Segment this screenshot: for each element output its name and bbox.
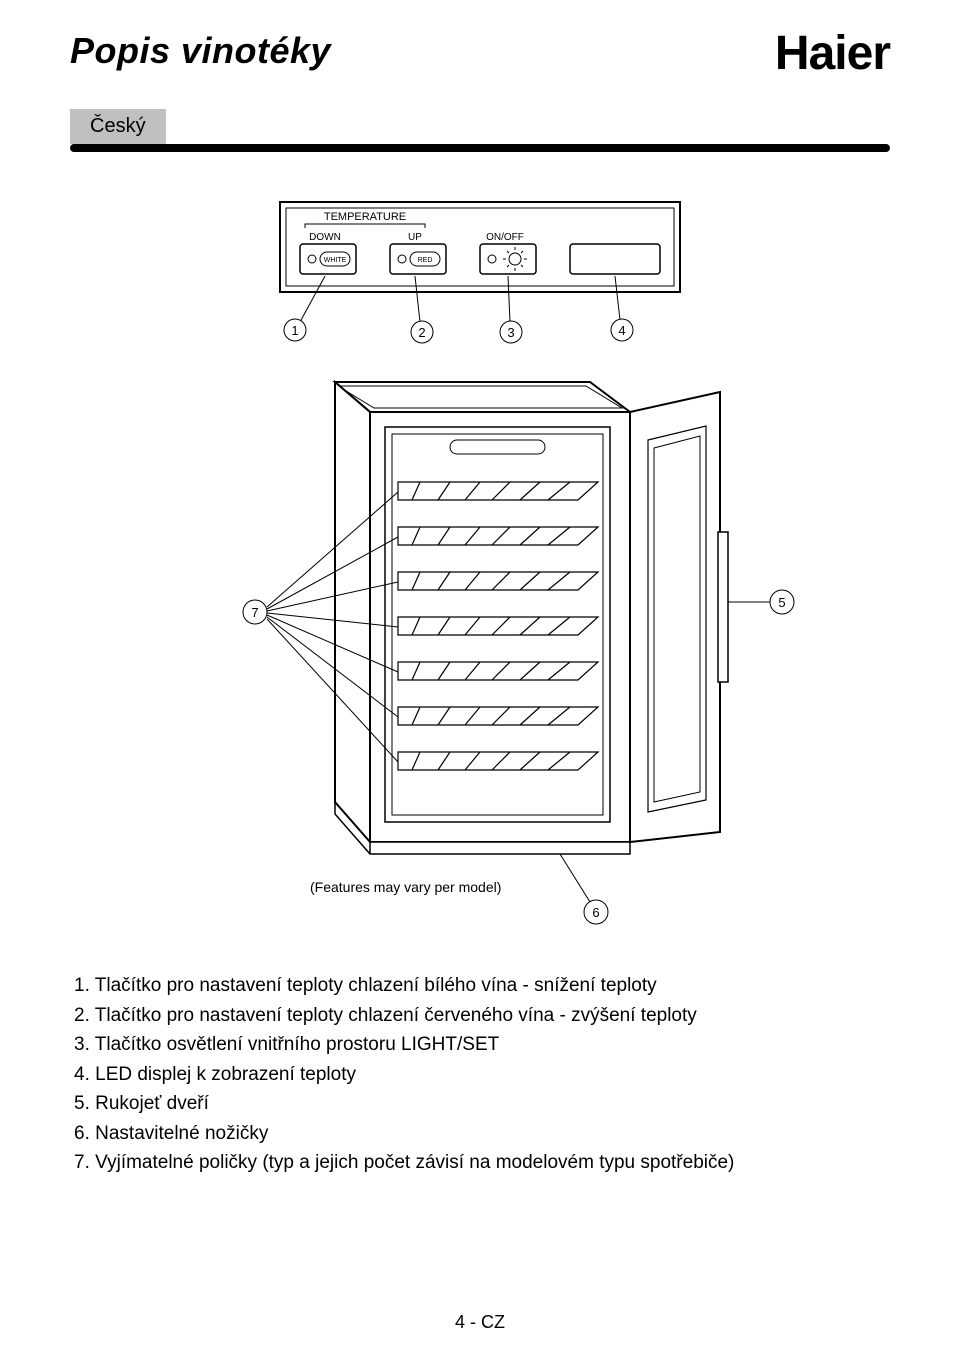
btn2-inner-label: RED — [418, 257, 433, 264]
btn2-top-label: UP — [408, 232, 422, 243]
control-panel: TEMPERATURE DOWN WHITE UP RED ON/OFF — [280, 202, 680, 292]
page-footer: 4 - CZ — [0, 1312, 960, 1333]
svg-text:6: 6 — [592, 905, 599, 920]
panel-display — [570, 244, 660, 274]
panel-group-label: TEMPERATURE — [324, 211, 406, 223]
diagram-container: TEMPERATURE DOWN WHITE UP RED ON/OFF — [70, 182, 890, 942]
brand-logo: Haier — [775, 26, 890, 81]
legend-list: 1. Tlačítko pro nastavení teploty chlaze… — [70, 972, 890, 1177]
svg-text:1: 1 — [291, 323, 298, 338]
list-item: 3. Tlačítko osvětlení vnitřního prostoru… — [74, 1031, 890, 1059]
language-tab: Český — [70, 109, 166, 144]
list-item: 4. LED displej k zobrazení teploty — [74, 1061, 890, 1089]
cooler-body — [335, 382, 728, 854]
btn1-top-label: DOWN — [309, 232, 341, 243]
btn3-top-label: ON/OFF — [486, 232, 524, 243]
callout-6: 6 — [560, 854, 608, 924]
btn1-inner-label: WHITE — [324, 257, 347, 264]
wine-cooler-diagram: TEMPERATURE DOWN WHITE UP RED ON/OFF — [160, 182, 800, 942]
diagram-note: (Features may vary per model) — [310, 879, 501, 895]
list-item: 6. Nastavitelné nožičky — [74, 1120, 890, 1148]
callout-5: 5 — [728, 590, 794, 614]
svg-text:2: 2 — [418, 325, 425, 340]
list-item: 2. Tlačítko pro nastavení teploty chlaze… — [74, 1002, 890, 1030]
horizontal-divider — [70, 144, 890, 152]
list-item: 7. Vyjímatelné poličky (typ a jejich poč… — [74, 1149, 890, 1177]
svg-text:3: 3 — [507, 325, 514, 340]
page-title: Popis vinotéky — [70, 30, 331, 72]
svg-text:4: 4 — [618, 323, 625, 338]
svg-text:7: 7 — [251, 605, 258, 620]
list-item: 5. Rukojeť dveří — [74, 1090, 890, 1118]
svg-text:5: 5 — [778, 595, 785, 610]
list-item: 1. Tlačítko pro nastavení teploty chlaze… — [74, 972, 890, 1000]
